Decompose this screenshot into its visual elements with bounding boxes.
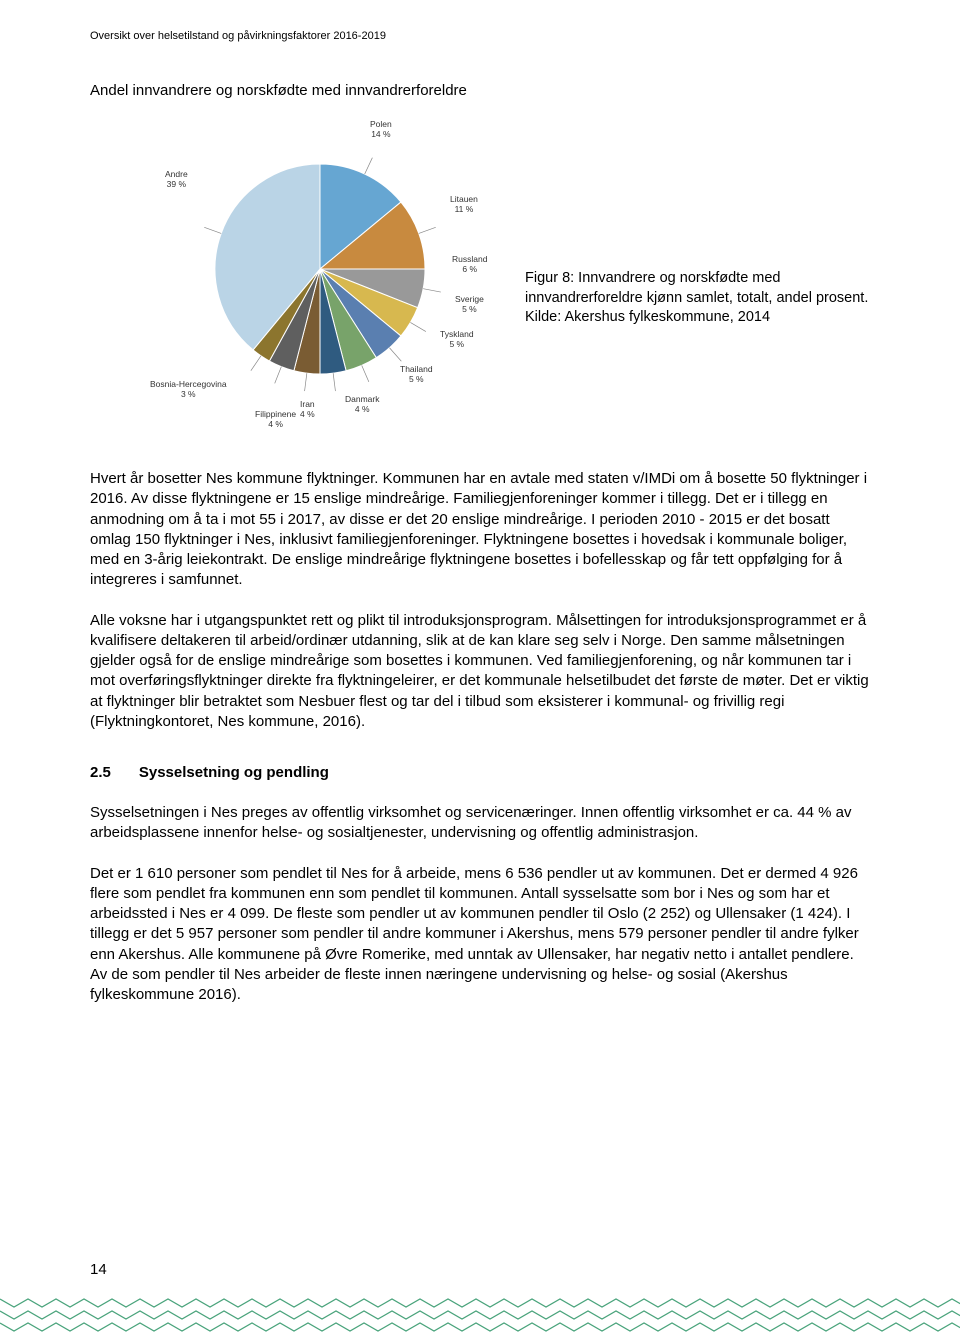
subsection-heading: 2.5 Sysselsetning og pendling — [90, 764, 870, 781]
pie-label: Danmark4 % — [345, 394, 379, 414]
pie-label: Polen14 % — [370, 119, 392, 139]
paragraph-4: Det er 1 610 personer som pendlet til Ne… — [90, 864, 870, 1006]
paragraph-1: Hvert år bosetter Nes kommune flyktninge… — [90, 469, 870, 591]
paragraph-3: Sysselsetningen i Nes preges av offentli… — [90, 803, 870, 844]
pie-label: Filippinene4 % — [255, 409, 296, 429]
page-number: 14 — [90, 1261, 107, 1278]
pie-label: Andre39 % — [165, 169, 188, 189]
pie-label: Thailand5 % — [400, 364, 433, 384]
paragraph-2: Alle voksne har i utgangspunktet rett og… — [90, 611, 870, 733]
pie-label: Iran4 % — [300, 399, 315, 419]
pie-label: Tyskland5 % — [440, 329, 474, 349]
chart-row: Polen14 % Litauen11 % Russland6 % Sverige5 … — [90, 119, 870, 429]
pie-label: Sverige5 % — [455, 294, 484, 314]
pie-label: Litauen11 % — [450, 194, 478, 214]
subsection-title: Sysselsetning og pendling — [139, 764, 329, 781]
page-header: Oversikt over helsetilstand og påvirknin… — [90, 30, 870, 42]
pie-chart: Polen14 % Litauen11 % Russland6 % Sverige5 … — [90, 119, 520, 429]
section-title: Andel innvandrere og norskfødte med innv… — [90, 82, 870, 99]
pie-label: Bosnia-Hercegovina3 % — [150, 379, 227, 399]
subsection-number: 2.5 — [90, 764, 111, 781]
footer-pattern — [0, 1293, 960, 1333]
pie-label: Russland6 % — [452, 254, 487, 274]
figure-caption: Figur 8: Innvandrere og norskfødte med i… — [520, 119, 870, 328]
page-content: Oversikt over helsetilstand og påvirknin… — [0, 0, 960, 1005]
